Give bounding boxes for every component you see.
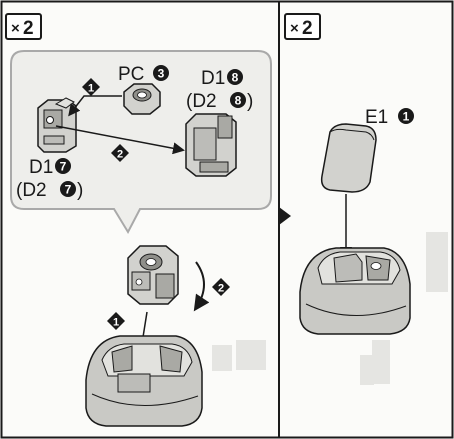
label-pc: PC 3 xyxy=(118,64,169,85)
label-d1-top-number: 8 xyxy=(232,71,239,85)
callout-step1-number: 1 xyxy=(88,83,94,95)
label-pc-number: 3 xyxy=(158,67,165,81)
part-e1 xyxy=(320,123,377,193)
label-d2-top: (D2 8 ) xyxy=(186,91,253,112)
diamond-step-icon xyxy=(111,144,129,162)
part-d1-7 xyxy=(37,97,77,153)
label-e1-number: 1 xyxy=(403,110,410,124)
label-d1-top: D1 8 xyxy=(201,68,243,89)
label-d2-bottom-close: ) xyxy=(77,180,83,201)
step2-callout-arrow xyxy=(55,125,185,155)
label-d1-top-text: D1 xyxy=(201,68,225,89)
label-d1-bottom-number: 7 xyxy=(60,160,67,174)
part-d1-8 xyxy=(185,113,237,177)
left-multiplier-badge: × 2 xyxy=(5,13,42,40)
triangle-right-icon xyxy=(279,207,291,225)
label-d2-top-close: ) xyxy=(247,91,253,112)
callout-step2-number: 2 xyxy=(117,149,123,161)
rotate-arrow xyxy=(193,261,210,312)
label-d2-top-text: (D2 xyxy=(186,91,217,112)
label-pc-text: PC xyxy=(118,64,144,85)
callout-step2-diamond: 2 xyxy=(111,144,129,162)
assembly-step1-number: 1 xyxy=(113,317,119,329)
label-e1-text: E1 xyxy=(365,107,388,128)
label-d1-bottom-text: D1 xyxy=(29,157,53,178)
label-d2-top-number: 8 xyxy=(235,94,242,108)
assembly-base xyxy=(85,335,203,427)
label-d2-bottom: (D2 7 ) xyxy=(16,180,83,201)
part-pc-3 xyxy=(123,83,161,115)
left-multiplier-value: 2 xyxy=(23,18,34,39)
assembly-joint-block xyxy=(127,245,179,305)
left-multiplier-prefix: × xyxy=(11,20,20,37)
multiplier-badge-icon xyxy=(284,13,321,40)
watermark-bleed xyxy=(212,232,448,385)
step1-callout-arrow xyxy=(68,95,122,117)
label-d2-bottom-text: (D2 xyxy=(16,180,47,201)
diamond-step-icon xyxy=(107,312,125,330)
diamond-step-icon xyxy=(212,278,230,296)
assembly-step2-diamond: 2 xyxy=(212,278,230,296)
right-assembled-base xyxy=(299,247,411,335)
diamond-step-icon xyxy=(82,78,100,96)
label-e1: E1 1 xyxy=(365,107,414,128)
right-multiplier-value: 2 xyxy=(302,18,313,39)
multiplier-badge-icon xyxy=(5,13,42,40)
label-d2-bottom-number: 7 xyxy=(65,183,72,197)
callout-step1-diamond: 1 xyxy=(82,78,100,96)
right-multiplier-badge: × 2 xyxy=(284,13,321,40)
assembly-step2-number: 2 xyxy=(218,283,224,295)
right-multiplier-prefix: × xyxy=(290,20,299,37)
assembly-step1-diamond: 1 xyxy=(107,312,125,330)
label-d1-bottom: D1 7 xyxy=(29,157,71,178)
